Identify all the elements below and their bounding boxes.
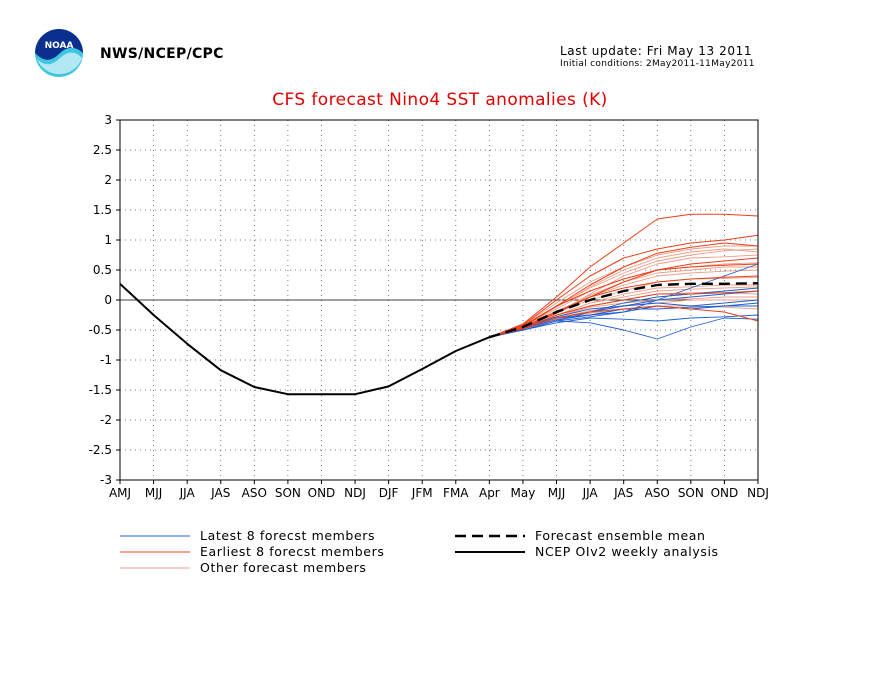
earliest-member-line [489, 257, 759, 338]
earliest-member-line [489, 290, 759, 338]
y-tick-label: 1.5 [93, 203, 112, 217]
legend-label-latest: Latest 8 forecst members [200, 528, 375, 543]
y-tick-label: 1 [104, 233, 112, 247]
y-tick-labels: 3 2.5 2 1.5 1 0.5 0 -0.5 -1 -1.5 -2 -2.5 -3 [89, 113, 120, 487]
x-tick-label: NDJ [344, 486, 366, 500]
x-tick-label: JJA [582, 486, 599, 500]
noaa-logo: NOAA [34, 28, 84, 78]
earliest-member-line [489, 263, 759, 338]
x-tick-label: JAS [210, 486, 230, 500]
y-tick-label: -1 [100, 353, 112, 367]
legend-label-other: Other forecast members [200, 560, 367, 575]
y-tick-label: -3 [100, 473, 112, 487]
x-tick-label: SON [275, 486, 301, 500]
ensemble-mean-line [489, 282, 759, 339]
x-tick-label: MJJ [548, 486, 565, 500]
latest-member-line [489, 314, 759, 338]
x-tick-label: OND [308, 486, 336, 500]
x-tick-label: AMJ [109, 486, 131, 500]
earliest-member-line [489, 275, 759, 338]
legend-label-earliest: Earliest 8 forecst members [200, 544, 384, 559]
x-tick-label: ASO [645, 486, 670, 500]
chart-title: CFS forecast Nino4 SST anomalies (K) [272, 90, 608, 110]
y-tick-label: 2.5 [93, 143, 112, 157]
y-tick-label: -0.5 [89, 323, 112, 337]
legend-label-mean: Forecast ensemble mean [535, 528, 706, 543]
y-tick-label: -2 [100, 413, 112, 427]
earliest-member-line [489, 305, 759, 338]
earliest-member-line [489, 242, 759, 338]
x-tick-label: JAS [613, 486, 633, 500]
x-tick-label: MJJ [145, 486, 162, 500]
chart-series [119, 213, 759, 396]
earliest-member-line [489, 234, 759, 338]
y-tick-label: 3 [104, 113, 112, 127]
org-name: NWS/NCEP/CPC [100, 46, 224, 62]
x-tick-label: NDJ [747, 486, 769, 500]
latest-member-line [489, 302, 759, 338]
x-tick-label: ASO [242, 486, 267, 500]
earliest-member-line [489, 213, 759, 338]
y-tick-label: 0.5 [93, 263, 112, 277]
x-tick-label: JJA [179, 486, 196, 500]
x-tick-label: Apr [479, 486, 500, 500]
x-tick-label: SON [678, 486, 704, 500]
initial-conditions: Initial conditions: 2May2011-11May2011 [560, 59, 755, 69]
last-update: Last update: Fri May 13 2011 [560, 44, 753, 58]
x-tick-label: OND [711, 486, 739, 500]
x-tick-label: DJF [379, 486, 399, 500]
x-tick-label: May [511, 486, 536, 500]
x-tick-labels: AMJ MJJ JJA JAS ASO SON OND NDJ DJF JFM FMA Apr May M… [109, 480, 769, 500]
y-tick-label: 0 [104, 293, 112, 307]
y-tick-label: -1.5 [89, 383, 112, 397]
noaa-logo-text: NOAA [45, 41, 74, 51]
analysis-line [119, 283, 490, 396]
y-tick-label: -2.5 [89, 443, 112, 457]
x-tick-label: FMA [443, 486, 469, 500]
plot-frame [119, 119, 759, 481]
x-tick-label: JFM [411, 486, 433, 500]
y-tick-label: 2 [104, 173, 112, 187]
legend-label-analysis: NCEP OIv2 weekly analysis [535, 544, 719, 559]
